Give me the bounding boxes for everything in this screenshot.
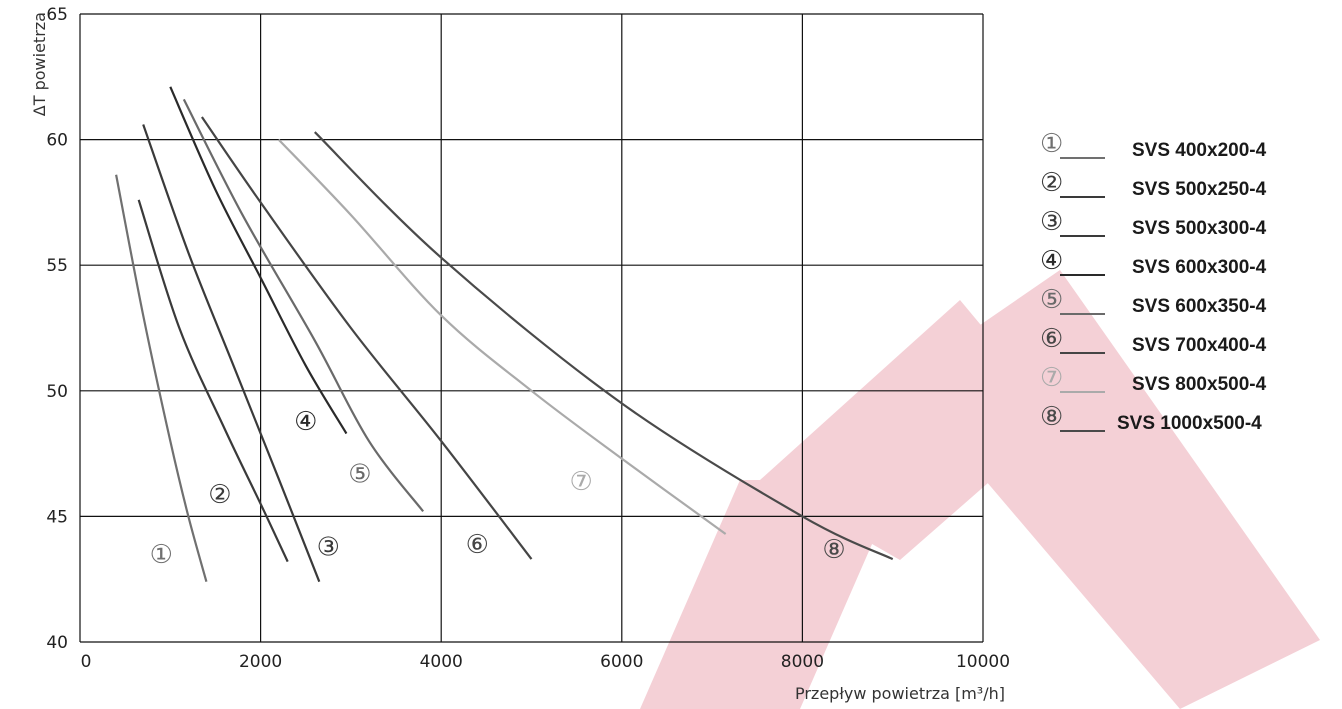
tick-labels: 0 2000 4000 6000 8000 10000 40 45 50 55 60 65 — [46, 5, 1010, 672]
legend-marker: ④ — [1040, 246, 1063, 276]
x-tick-label: 6000 — [600, 652, 643, 672]
legend-label: SVS 600x350-4 — [1132, 296, 1267, 317]
series-marker-label-8: ⑧ — [822, 535, 845, 565]
legend-label: SVS 400x200-4 — [1132, 140, 1267, 161]
y-tick-label: 40 — [46, 633, 68, 653]
x-tick-label: 4000 — [420, 652, 463, 672]
series-line-8 — [314, 131, 894, 561]
watermark-right-stroke — [900, 270, 1320, 709]
y-tick-label: 55 — [46, 256, 68, 276]
legend-label: SVS 500x250-4 — [1132, 179, 1267, 200]
y-tick-label: 65 — [46, 5, 68, 25]
legend-label: SVS 1000x500-4 — [1117, 413, 1262, 434]
series-line-2 — [137, 199, 289, 563]
legend-item-8: ⑧ SVS 1000x500-4 — [1040, 402, 1262, 434]
series-line-4 — [169, 86, 348, 435]
y-tick-label: 45 — [46, 507, 68, 527]
series-marker-label-1: ① — [150, 540, 173, 570]
x-tick-label: 10000 — [956, 652, 1010, 672]
y-axis-label: ΔT powietrza — [30, 12, 49, 116]
legend-marker: ⑦ — [1040, 363, 1063, 393]
legend-marker: ① — [1040, 129, 1063, 159]
curves — [115, 86, 894, 583]
x-tick-label: 2000 — [239, 652, 282, 672]
legend-item-7: ⑦ SVS 800x500-4 — [1040, 363, 1267, 395]
legend-marker: ⑧ — [1040, 402, 1063, 432]
legend-label: SVS 700x400-4 — [1132, 335, 1267, 356]
series-marker-label-4: ④ — [294, 407, 317, 437]
y-tick-label: 50 — [46, 382, 68, 402]
legend-item-5: ⑤ SVS 600x350-4 — [1040, 285, 1267, 317]
x-axis-label: Przepływ powietrza [m³/h] — [795, 684, 1005, 703]
legend-label: SVS 800x500-4 — [1132, 374, 1267, 395]
curve-labels: ① ② ③ ④ ⑤ ⑥ ⑦ ⑧ — [150, 407, 846, 570]
legend: ① SVS 400x200-4 ② SVS 500x250-4 ③ SVS 500x300… — [1040, 129, 1267, 434]
grid — [79, 13, 984, 643]
legend-item-1: ① SVS 400x200-4 — [1040, 129, 1267, 161]
series-marker-label-5: ⑤ — [348, 460, 371, 490]
x-tick-label: 0 — [81, 652, 92, 672]
series-marker-label-3: ③ — [317, 533, 340, 563]
legend-marker: ② — [1040, 168, 1063, 198]
series-marker-label-7: ⑦ — [570, 467, 593, 497]
legend-item-4: ④ SVS 600x300-4 — [1040, 246, 1267, 278]
watermark-logo — [640, 270, 1320, 709]
series-line-3 — [142, 124, 321, 583]
legend-item-3: ③ SVS 500x300-4 — [1040, 207, 1267, 239]
watermark-left-stroke — [640, 480, 900, 709]
series-line-6 — [200, 116, 533, 560]
legend-label: SVS 500x300-4 — [1132, 218, 1267, 239]
legend-marker: ⑤ — [1040, 285, 1063, 315]
series-line-7 — [277, 138, 727, 535]
series-marker-label-6: ⑥ — [466, 530, 489, 560]
legend-label: SVS 600x300-4 — [1132, 257, 1267, 278]
x-tick-label: 8000 — [781, 652, 824, 672]
legend-item-2: ② SVS 500x250-4 — [1040, 168, 1267, 200]
series-line-1 — [115, 174, 208, 583]
y-tick-label: 60 — [46, 131, 68, 151]
series-line-5 — [182, 98, 425, 513]
legend-marker: ⑥ — [1040, 324, 1063, 354]
series-marker-label-2: ② — [208, 480, 231, 510]
legend-item-6: ⑥ SVS 700x400-4 — [1040, 324, 1267, 356]
legend-marker: ③ — [1040, 207, 1063, 237]
